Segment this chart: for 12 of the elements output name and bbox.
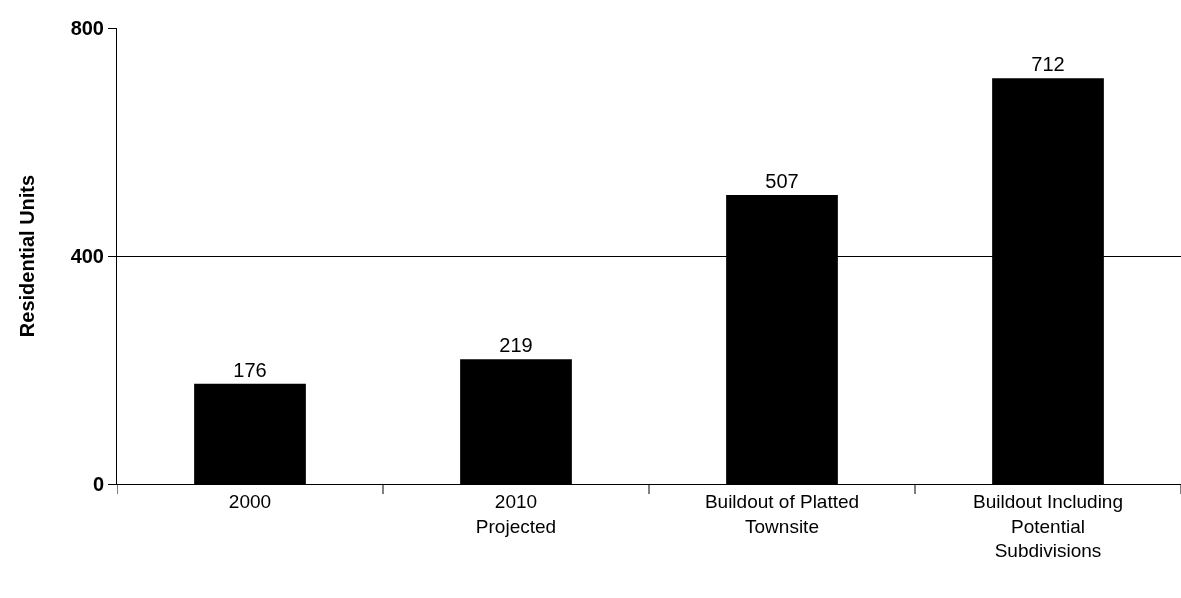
- y-tick-label: 0: [92, 473, 104, 495]
- data-label: 507: [765, 170, 799, 193]
- x-tick-label: Buildout Including Potential Subdivisions: [973, 490, 1123, 562]
- y-tick-label: 400: [70, 245, 104, 267]
- data-label: 712: [1031, 53, 1065, 76]
- y-tick-label: 800: [70, 17, 104, 39]
- y-axis-title: Residential Units: [16, 174, 39, 338]
- x-tick-label: 2000: [228, 490, 272, 512]
- x-tick-label: 2010 Projected: [475, 490, 557, 537]
- data-label: 219: [499, 334, 533, 357]
- data-label: 176: [233, 358, 267, 381]
- x-tick-label: Buildout of Platted Townsite: [704, 490, 860, 537]
